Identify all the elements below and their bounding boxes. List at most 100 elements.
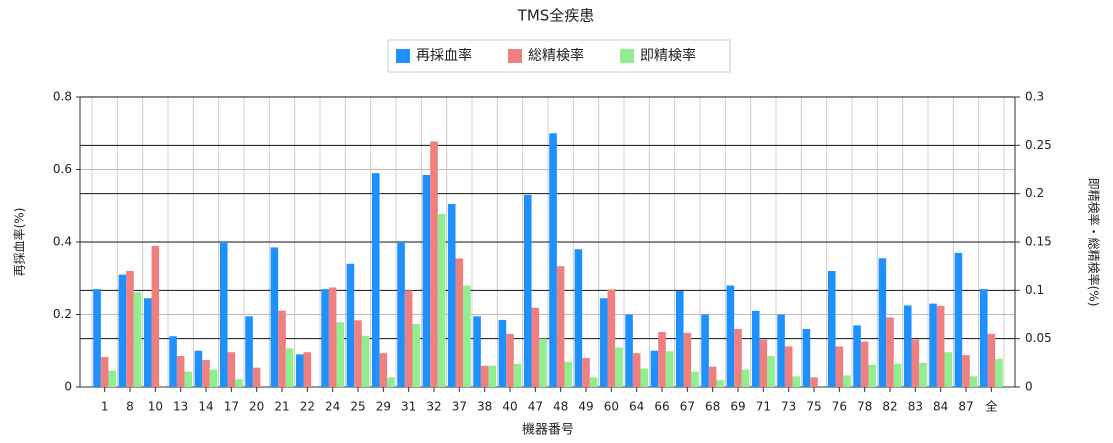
bar: [954, 252, 963, 387]
bar: [506, 333, 514, 387]
bar: [513, 363, 522, 387]
bar: [691, 371, 699, 387]
bar: [361, 335, 370, 387]
x-tick-label: 87: [958, 400, 973, 414]
bar: [169, 336, 177, 387]
bar: [658, 331, 666, 387]
bar: [463, 285, 471, 387]
bar: [582, 358, 590, 387]
x-tick-label: 48: [553, 400, 568, 414]
bar: [615, 347, 623, 387]
bar: [397, 242, 405, 387]
bar: [447, 203, 456, 387]
bar: [295, 354, 304, 387]
x-tick-label: 32: [426, 400, 441, 414]
legend-swatch: [396, 49, 410, 63]
bar: [607, 289, 616, 387]
bar: [336, 322, 345, 387]
x-tick-label: 14: [198, 400, 213, 414]
legend-label: 総精検率: [528, 47, 584, 64]
x-tick-label: 71: [756, 400, 771, 414]
bar: [202, 359, 210, 387]
bar: [759, 339, 768, 387]
x-tick-label: 1: [101, 400, 109, 414]
y-tick-label: 0.2: [53, 307, 72, 321]
bar: [665, 351, 674, 387]
bar: [810, 377, 818, 387]
chart-title: TMS全疾患: [517, 7, 595, 25]
bar: [235, 379, 243, 387]
bar: [539, 338, 547, 387]
bar: [379, 353, 388, 387]
x-tick-label: 21: [274, 400, 289, 414]
bar: [701, 314, 709, 387]
bar: [93, 289, 101, 387]
x-axis-label: 機器番号: [522, 423, 574, 438]
x-tick-label: 78: [857, 400, 872, 414]
bar: [488, 365, 497, 387]
bar: [328, 287, 337, 387]
bar: [387, 377, 395, 387]
bar: [346, 263, 355, 387]
x-tick-label: 47: [528, 400, 543, 414]
bar: [480, 365, 489, 387]
bar: [886, 317, 894, 387]
bar: [929, 303, 937, 387]
x-tick-label: 76: [832, 400, 847, 414]
bar: [422, 174, 431, 387]
bar: [962, 355, 970, 387]
bar: [868, 364, 877, 387]
x-tick-label: 64: [629, 400, 644, 414]
bar: [354, 320, 362, 387]
bar: [827, 271, 836, 387]
legend-box: [387, 39, 731, 73]
bar: [893, 363, 902, 387]
bar: [843, 375, 851, 387]
bar: [498, 319, 507, 387]
bar: [650, 350, 659, 387]
bar: [523, 194, 532, 387]
x-tick-label: 24: [325, 400, 340, 414]
bar: [987, 333, 996, 387]
bar: [118, 274, 127, 387]
bar: [209, 369, 218, 387]
bar: [589, 377, 598, 387]
x-tick-label: 22: [300, 400, 315, 414]
bar: [995, 358, 1003, 387]
x-tick-label: 8: [126, 400, 134, 414]
x-tick-label: 67: [680, 400, 695, 414]
x-tick-label: 84: [933, 400, 948, 414]
y-tick-label: 0: [64, 380, 72, 394]
y-tick-label: 0.4: [53, 235, 72, 249]
bar: [371, 173, 380, 387]
bar: [245, 316, 253, 387]
bar: [108, 370, 117, 387]
bar: [176, 356, 185, 387]
y2-tick-label: 0: [1025, 380, 1033, 394]
bar: [835, 346, 844, 387]
bar: [151, 245, 160, 387]
bar: [126, 271, 134, 387]
bar: [412, 324, 421, 387]
y2-tick-label: 0.25: [1025, 138, 1052, 152]
x-tick-label: 全: [985, 399, 997, 414]
bar: [979, 289, 988, 387]
legend-label: 即精検率: [640, 47, 696, 64]
x-tick-label: 20: [249, 400, 264, 414]
bar: [430, 141, 438, 387]
bar: [556, 266, 565, 387]
bar: [599, 298, 608, 387]
legend-swatch: [508, 49, 522, 63]
bar: [219, 242, 228, 387]
bar: [683, 332, 692, 387]
bar: [944, 352, 953, 387]
bar: [802, 329, 811, 387]
bar: [564, 361, 573, 387]
bar: [143, 298, 152, 387]
bar: [919, 362, 927, 387]
bar: [303, 352, 312, 387]
x-tick-label: 31: [401, 400, 416, 414]
bar: [270, 247, 279, 387]
bar: [625, 314, 633, 387]
